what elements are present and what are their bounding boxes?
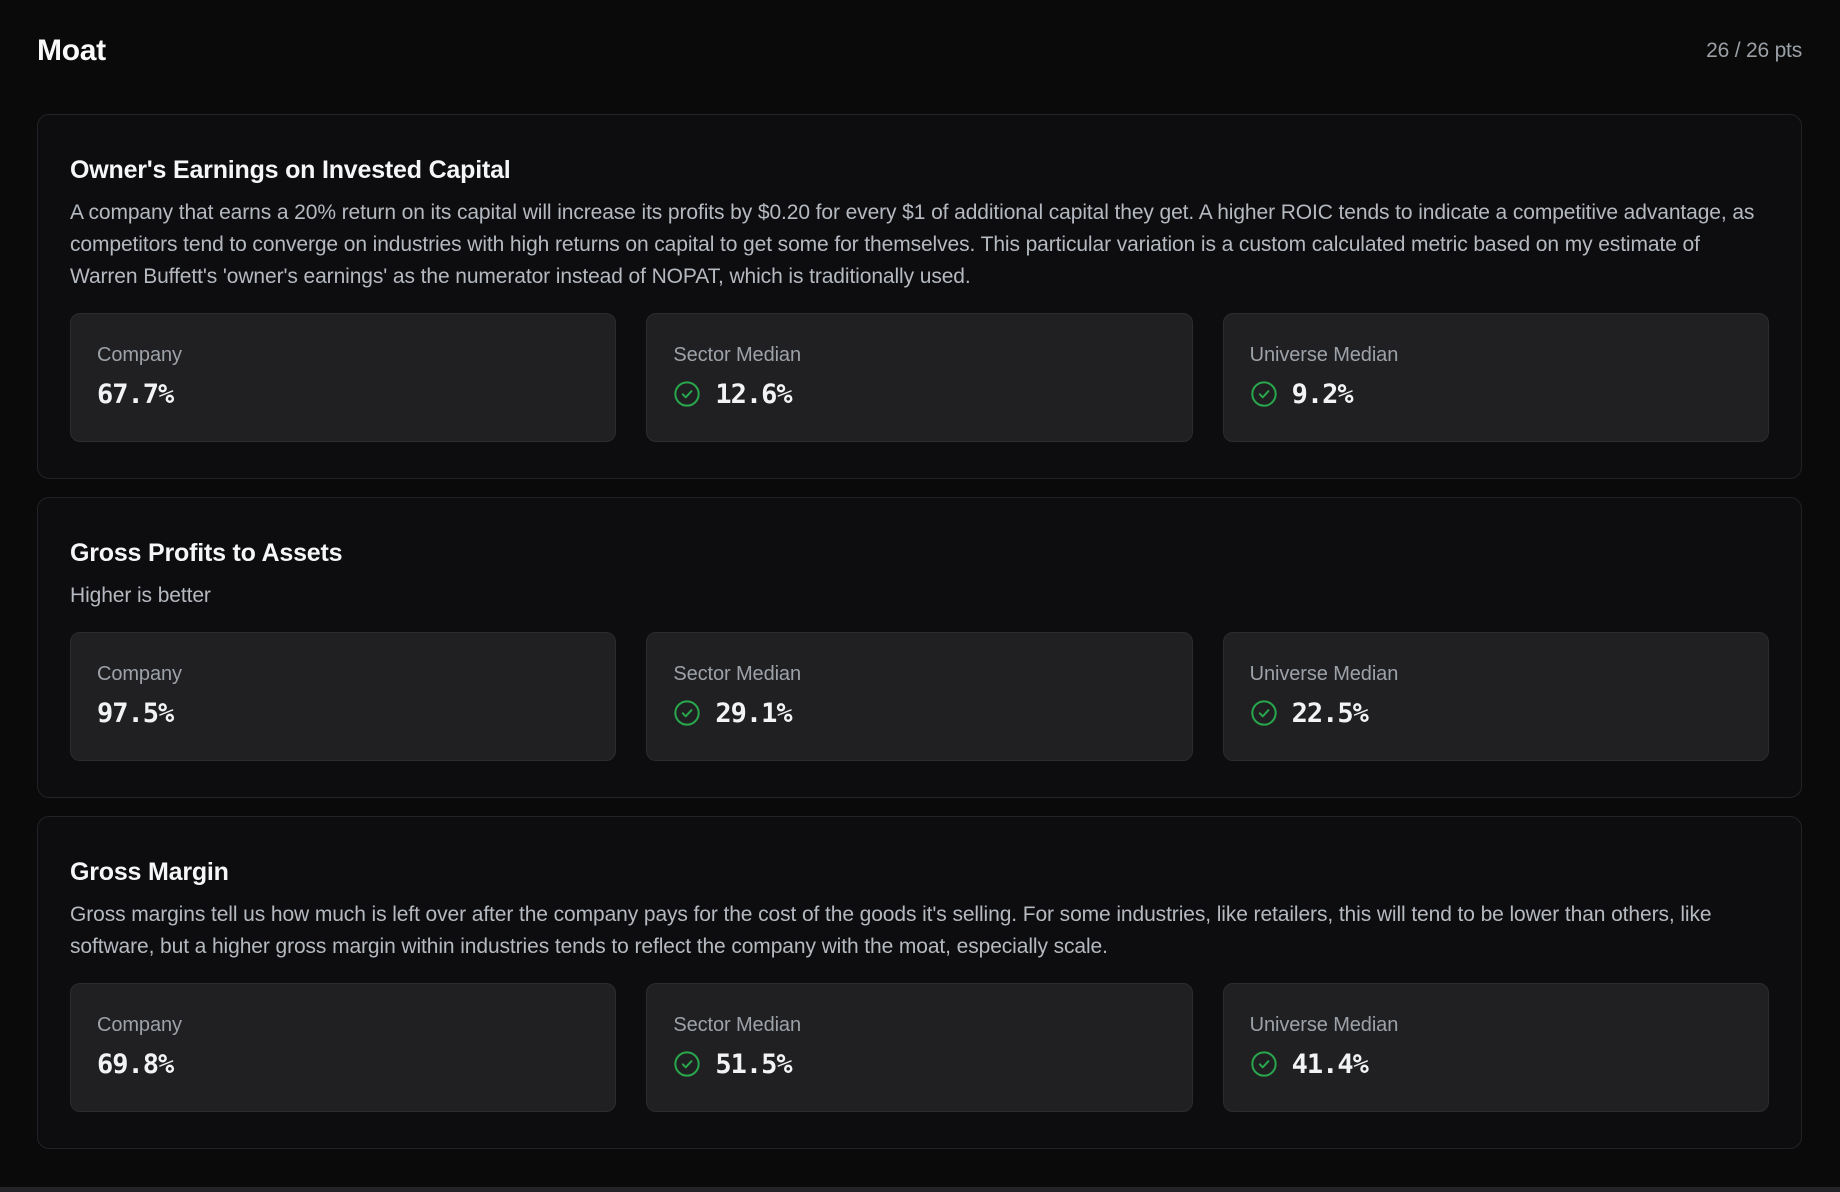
check-circle-icon <box>673 1050 701 1078</box>
stat-box-company: Company 97.5% <box>70 632 617 761</box>
stat-label: Universe Median <box>1249 663 1399 685</box>
metric-card-owners-earnings: Owner's Earnings on Invested Capital A c… <box>37 114 1802 479</box>
metric-description: A company that earns a 20% return on its… <box>70 201 1755 288</box>
stat-value: 51.5% <box>715 1048 792 1080</box>
stat-label: Sector Median <box>673 344 801 366</box>
stat-box-universe-median: Universe Median 41.4% <box>1222 983 1769 1112</box>
points-badge: 26 / 26 pts <box>1706 39 1802 62</box>
stat-value: 41.4% <box>1291 1048 1369 1080</box>
next-section-divider <box>0 1187 1840 1192</box>
stat-box-company: Company 69.8% <box>70 983 617 1112</box>
stat-label: Company <box>97 1014 182 1036</box>
stat-label: Sector Median <box>673 663 801 685</box>
stat-value: 29.1% <box>715 697 792 729</box>
metric-card-gross-profits-to-assets: Gross Profits to Assets Higher is better… <box>37 497 1802 798</box>
metric-title: Owner's Earnings on Invested Capital <box>70 156 511 184</box>
check-circle-icon <box>1250 699 1278 727</box>
stat-value: 9.2% <box>1291 378 1354 410</box>
stat-box-sector-median: Sector Median 29.1% <box>646 632 1193 761</box>
stat-box-company: Company 67.7% <box>70 313 617 442</box>
stat-value: 97.5% <box>97 697 174 729</box>
stat-label: Sector Median <box>673 1014 801 1036</box>
metric-title: Gross Profits to Assets <box>70 539 343 567</box>
stat-value: 67.7% <box>97 378 174 410</box>
section-header: Moat 26 / 26 pts <box>37 30 1802 72</box>
stat-box-sector-median: Sector Median 12.6% <box>646 313 1193 442</box>
stat-value: 22.5% <box>1291 697 1369 729</box>
stat-box-sector-median: Sector Median 51.5% <box>646 983 1193 1112</box>
stat-label: Company <box>97 663 182 685</box>
stat-value: 12.6% <box>715 378 792 410</box>
page-title: Moat <box>37 34 106 67</box>
stat-label: Universe Median <box>1249 1014 1399 1036</box>
metric-card-gross-margin: Gross Margin Gross margins tell us how m… <box>37 816 1802 1149</box>
check-circle-icon <box>673 380 701 408</box>
stat-box-universe-median: Universe Median 9.2% <box>1222 313 1769 442</box>
stat-grid: Company 97.5% Sector Median 29.1% Univer… <box>70 632 1769 761</box>
check-circle-icon <box>1250 1050 1278 1078</box>
stat-label: Company <box>97 344 182 366</box>
check-circle-icon <box>673 699 701 727</box>
check-circle-icon <box>1250 380 1278 408</box>
stat-grid: Company 67.7% Sector Median 12.6% Univer… <box>70 313 1769 442</box>
stat-grid: Company 69.8% Sector Median 51.5% Univer… <box>70 983 1769 1112</box>
metric-description: Gross margins tell us how much is left o… <box>70 903 1712 958</box>
stat-label: Universe Median <box>1249 344 1399 366</box>
metric-title: Gross Margin <box>70 858 229 886</box>
stat-value: 69.8% <box>97 1048 174 1080</box>
metric-description: Higher is better <box>70 584 211 607</box>
stat-box-universe-median: Universe Median 22.5% <box>1222 632 1769 761</box>
